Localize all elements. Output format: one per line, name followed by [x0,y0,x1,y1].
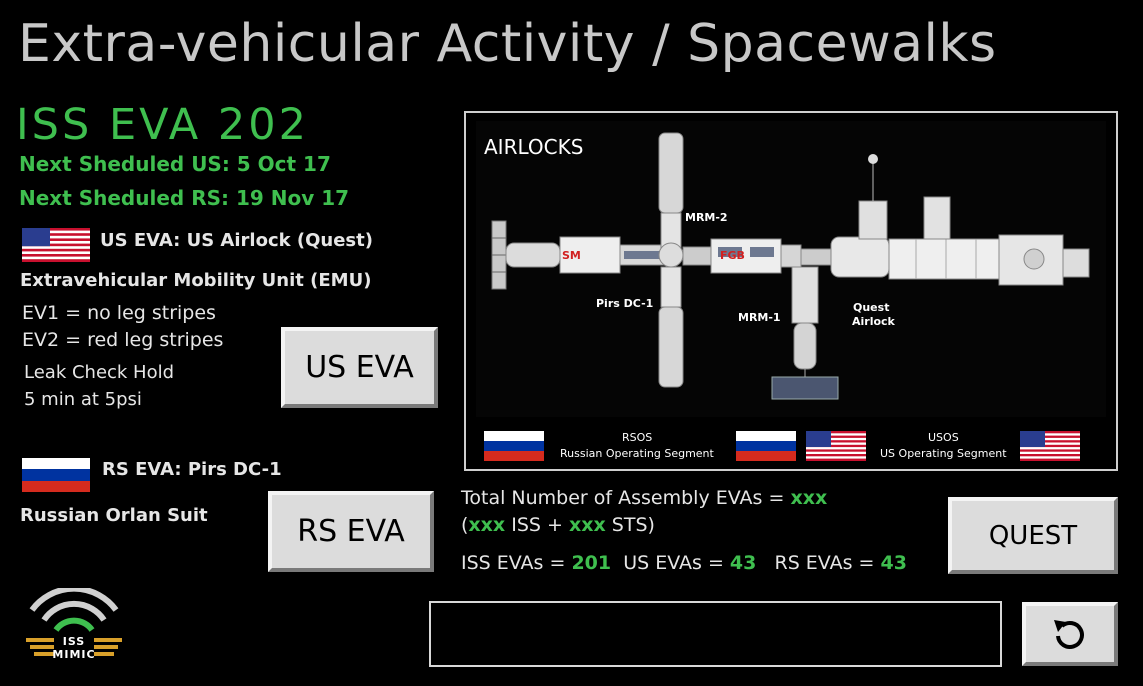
legend-us-flag-icon-2 [1020,431,1080,461]
rs-suit-label: Russian Orlan Suit [20,505,208,526]
next-us-eva: Next Sheduled US: 5 Oct 17 [19,152,331,176]
total-evas: Total Number of Assembly EVAs = xxx [461,487,828,509]
total-evas-value: xxx [790,487,828,509]
us-suit-label: Extravehicular Mobility Unit (EMU) [20,270,372,291]
label-airlock: Airlock [852,315,895,328]
rotate-left-icon [1054,620,1084,649]
label-mrm1: MRM-1 [738,311,781,324]
back-button[interactable] [1022,602,1118,666]
iss-mimic-logo: ISS MIMIC [22,585,126,672]
legend-usos: USOS [928,431,959,444]
airlocks-map: AIRLOCKS [464,111,1118,471]
logo-text: ISS MIMIC [52,635,96,661]
status-message-box [429,601,1002,667]
ev2-label: EV2 = red leg stripes [22,329,224,351]
us-flag-icon [22,228,90,262]
sts-count-value: xxx [568,514,606,536]
iss-sts-breakdown: (xxx ISS + xxx STS) [461,514,655,536]
legend-rsos-long: Russian Operating Segment [560,447,714,460]
leak-check-detail: 5 min at 5psi [24,389,142,410]
label-sm: SM [562,249,581,262]
quest-button[interactable]: QUEST [948,497,1118,574]
eva-number: ISS EVA 202 [16,100,309,150]
russia-flag-icon [22,458,90,492]
legend-rsos: RSOS [622,431,653,444]
iss-evas-value: 201 [571,552,612,574]
us-airlock-label: US EVA: US Airlock (Quest) [100,230,373,251]
page-title: Extra-vehicular Activity / Spacewalks [18,14,997,74]
us-eva-button[interactable]: US EVA [281,327,438,408]
iss-count-value: xxx [468,514,506,536]
label-mrm2: MRM-2 [685,211,728,224]
label-fgb: FGB [720,249,745,262]
eva-counts: ISS EVAs = 201 US EVAs = 43 RS EVAs = 43 [461,552,907,574]
us-evas-value: 43 [729,552,757,574]
rs-airlock-label: RS EVA: Pirs DC-1 [102,459,282,480]
rs-eva-button[interactable]: RS EVA [268,491,434,572]
leak-check-label: Leak Check Hold [24,362,175,383]
label-quest: Quest [853,301,890,314]
legend-russia-flag-icon [484,431,544,461]
legend-us-flag-icon [806,431,866,461]
rs-evas-value: 43 [880,552,907,574]
map-title: AIRLOCKS [484,135,584,159]
ev1-label: EV1 = no leg stripes [22,302,216,324]
legend-usos-long: US Operating Segment [880,447,1007,460]
station-diagram: AIRLOCKS [476,121,1106,417]
legend-russia-flag-icon-2 [736,431,796,461]
next-rs-eva: Next Sheduled RS: 19 Nov 17 [19,186,350,210]
station-graphic [491,132,1090,400]
label-pirs: Pirs DC-1 [596,297,654,310]
